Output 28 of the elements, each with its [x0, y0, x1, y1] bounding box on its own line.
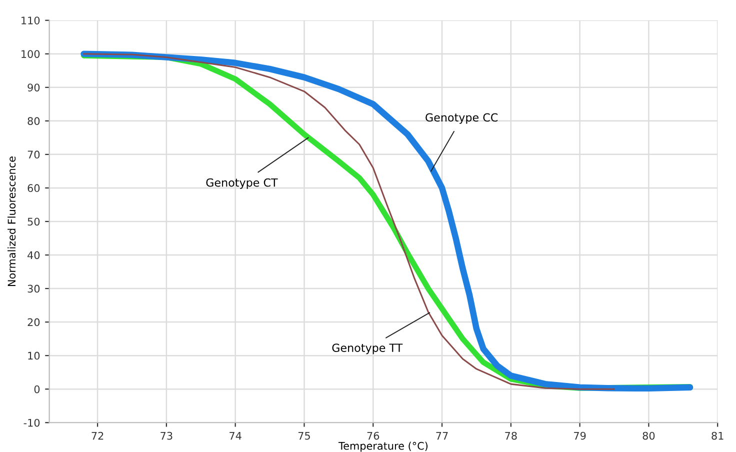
y-tick-label: 60: [28, 184, 40, 192]
y-tick-label: 80: [28, 117, 40, 126]
x-tick-label: 75: [298, 432, 310, 440]
x-tick-label: 79: [574, 432, 586, 440]
x-tick-label: 72: [92, 432, 104, 440]
x-tick-label: 76: [367, 432, 380, 440]
x-tick-label: 78: [505, 432, 517, 440]
x-axis-title: Temperature (°C): [338, 442, 428, 452]
y-tick-label: 30: [28, 284, 40, 293]
y-tick-label: 100: [22, 50, 40, 58]
y-tick-label: 90: [28, 84, 40, 92]
y-tick-label: 20: [28, 318, 40, 326]
x-tick-label: 80: [642, 432, 655, 440]
y-axis-title: Normalized Fluorescence: [8, 156, 16, 286]
x-tick-label: 77: [436, 432, 448, 440]
y-tick-label: 0: [34, 385, 40, 394]
y-tick-label: 50: [28, 218, 40, 226]
x-tick-label: 74: [230, 432, 242, 440]
y-tick-label: 40: [28, 251, 40, 260]
x-tick-label: 73: [160, 432, 172, 440]
annotation: Genotype CT: [206, 178, 278, 189]
y-tick-label: -10: [24, 418, 40, 427]
annotation: Genotype CC: [426, 113, 498, 124]
y-tick-label: 10: [28, 352, 40, 360]
x-tick-label: 81: [712, 432, 724, 440]
annotation: Genotype TT: [332, 344, 403, 354]
y-tick-label: 110: [22, 16, 40, 24]
y-tick-label: 70: [28, 150, 40, 159]
